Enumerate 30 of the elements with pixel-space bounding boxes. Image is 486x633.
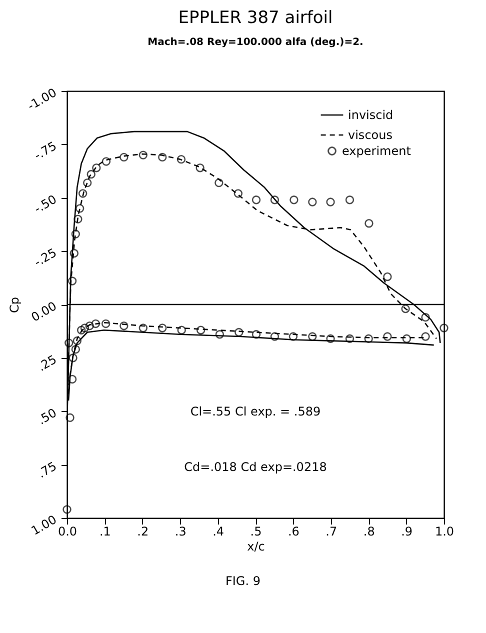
x-tick-label: .4	[212, 524, 224, 538]
x-tick-label: .8	[363, 524, 375, 538]
y-tick-label: .25	[35, 352, 59, 374]
caption: FIG. 9	[224, 574, 262, 588]
y-tick-label: 0.00	[28, 298, 59, 324]
x-tick-label: .6	[288, 524, 300, 538]
x-axis-title: x/c	[247, 540, 265, 554]
y-tick-label: .50	[35, 406, 59, 428]
x-tick-label: .2	[137, 524, 149, 538]
y-tick-label: 1.00	[28, 512, 59, 538]
x-tick-label: .3	[174, 524, 186, 538]
legend-label: experiment	[342, 144, 412, 158]
y-tick-label: -.25	[32, 246, 59, 270]
x-tick-label: .1	[99, 524, 111, 538]
x-tick-label: .5	[250, 524, 262, 538]
y-tick-label: -.50	[32, 192, 59, 216]
chart-subtitle: Mach=.08 Rey=100.000 alfa (deg.)=2.	[148, 36, 364, 48]
y-tick-label: -1.00	[25, 85, 59, 114]
legend-label: inviscid	[348, 108, 394, 122]
y-axis-title: Cp	[8, 297, 22, 313]
x-tick-label: .7	[326, 524, 338, 538]
legend-label: viscous	[348, 128, 392, 142]
y-tick-label: .75	[35, 459, 59, 481]
y-tick-label: -.75	[32, 138, 59, 163]
x-tick-label: .9	[401, 524, 413, 538]
chart-title: EPPLER 387 airfoil	[178, 8, 333, 28]
x-tick-label: 1.0	[434, 524, 454, 538]
x-tick-label: 0.0	[58, 524, 78, 538]
annotation: Cd=.018 Cd exp=.0218	[184, 460, 327, 474]
annotation: Cl=.55 Cl exp. = .589	[190, 404, 321, 418]
